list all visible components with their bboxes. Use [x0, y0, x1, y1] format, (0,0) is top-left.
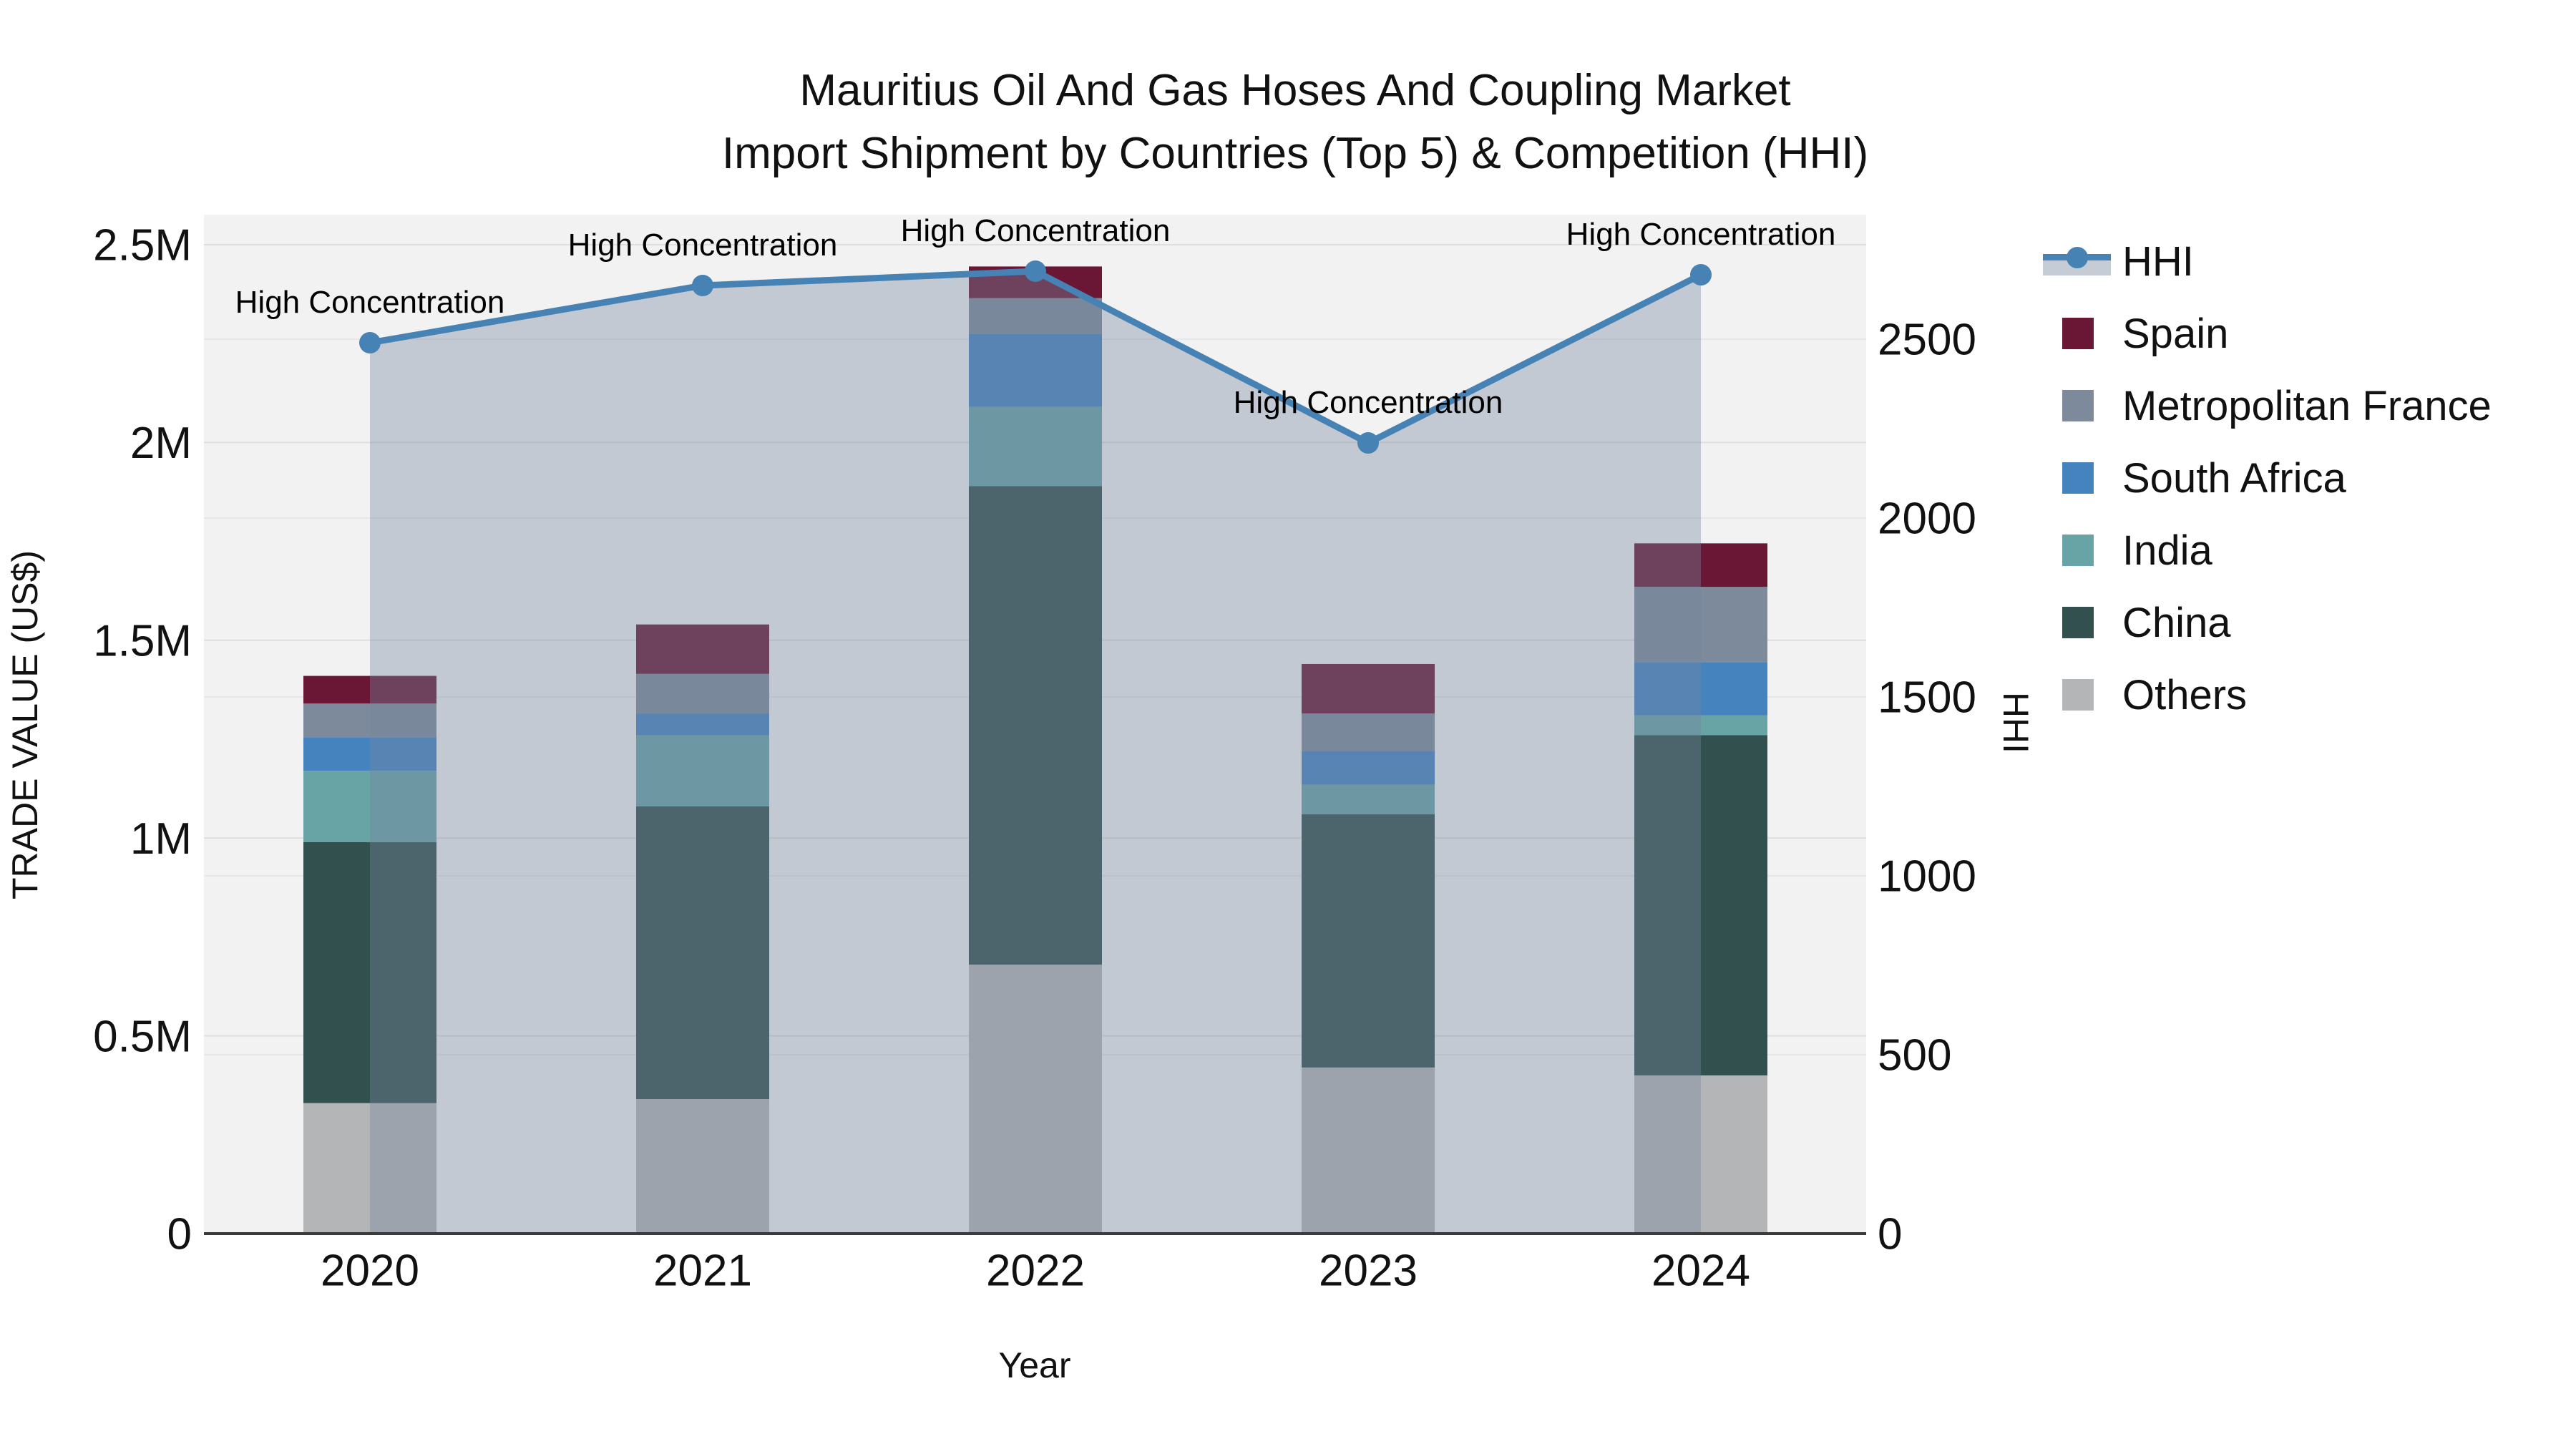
bar-segment-spain-2021[interactable] — [636, 624, 769, 674]
chart-title-line-2: Import Shipment by Countries (Top 5) & C… — [721, 129, 1869, 178]
bar-segment-metropolitan-france-2020[interactable] — [303, 703, 436, 738]
left-tick-label: 2M — [130, 419, 192, 468]
hhi-point-2024[interactable] — [1690, 264, 1712, 286]
bar-segment-metropolitan-france-2021[interactable] — [636, 673, 769, 714]
x-tick-label-2020: 2020 — [321, 1246, 419, 1296]
metropolitan-france-swatch-icon — [2062, 390, 2094, 421]
annotations: High Concentration High Concentration High… — [235, 213, 1836, 420]
bar-segment-china-2023[interactable] — [1302, 814, 1435, 1068]
legend-item-others[interactable]: Others — [2043, 671, 2492, 718]
bar-segment-metropolitan-france-2022[interactable] — [969, 298, 1102, 334]
left-tick-label: 1.5M — [93, 617, 192, 666]
y-axis-left-tick-labels: 0 0.5M 1M 1.5M 2M 2.5M — [93, 221, 192, 1259]
legend-item-hhi[interactable]: HHI — [2043, 238, 2492, 285]
legend-item-china[interactable]: China — [2043, 599, 2492, 646]
legend-item-spain[interactable]: Spain — [2043, 310, 2492, 357]
bar-segment-south-africa-2024[interactable] — [1634, 662, 1767, 716]
bar-segment-metropolitan-france-2023[interactable] — [1302, 713, 1435, 751]
south-africa-swatch-icon — [2062, 462, 2094, 494]
bar-segment-india-2020[interactable] — [303, 771, 436, 842]
others-swatch-icon — [2062, 679, 2094, 711]
bar-segment-south-africa-2020[interactable] — [303, 737, 436, 771]
x-axis-tick-labels: 2020 2021 2022 2023 2024 — [321, 1246, 1750, 1296]
hhi-markers — [359, 260, 1712, 454]
legend-item-india[interactable]: India — [2043, 527, 2492, 574]
bar-segment-others-2021[interactable] — [636, 1099, 769, 1234]
right-tick-label: 500 — [1878, 1031, 1951, 1080]
bar-segment-india-2023[interactable] — [1302, 784, 1435, 815]
bar-segment-others-2024[interactable] — [1634, 1075, 1767, 1234]
bar-segment-others-2022[interactable] — [969, 965, 1102, 1234]
legend: HHI Spain Metropolitan France South Afri… — [2043, 238, 2492, 743]
annotation-2022: High Concentration — [901, 213, 1171, 248]
x-tick-label-2021: 2021 — [653, 1246, 752, 1296]
bar-segment-metropolitan-france-2024[interactable] — [1634, 587, 1767, 663]
bar-segment-china-2021[interactable] — [636, 806, 769, 1100]
right-tick-label: 0 — [1878, 1210, 1902, 1259]
legend-label: China — [2122, 599, 2231, 646]
left-tick-label: 2.5M — [93, 221, 192, 270]
right-tick-label: 1000 — [1878, 852, 1976, 902]
legend-label: HHI — [2122, 238, 2194, 285]
hhi-point-2021[interactable] — [692, 275, 713, 296]
bar-segment-others-2023[interactable] — [1302, 1067, 1435, 1234]
legend-item-metropolitan-france[interactable]: Metropolitan France — [2043, 382, 2492, 429]
left-tick-label: 0 — [167, 1210, 192, 1259]
y-axis-right-tick-labels: 0 500 1000 1500 2000 2500 — [1878, 316, 1976, 1259]
annotation-2020: High Concentration — [235, 285, 505, 320]
bar-segment-india-2021[interactable] — [636, 735, 769, 806]
legend-label: Others — [2122, 671, 2248, 718]
hhi-point-2023[interactable] — [1357, 432, 1379, 454]
y-axis-right-title: HHI — [1996, 692, 2036, 753]
india-swatch-icon — [2062, 535, 2094, 566]
legend-label: Spain — [2122, 310, 2229, 357]
legend-label: South Africa — [2122, 454, 2346, 502]
legend-item-south-africa[interactable]: South Africa — [2043, 454, 2492, 502]
hhi-point-2020[interactable] — [359, 332, 381, 353]
bar-segment-spain-2023[interactable] — [1302, 663, 1435, 714]
bar-segment-south-africa-2023[interactable] — [1302, 751, 1435, 785]
right-tick-label: 2500 — [1878, 316, 1976, 365]
x-axis-title: Year — [998, 1345, 1070, 1385]
x-tick-label-2022: 2022 — [986, 1246, 1085, 1296]
hhi-area-fill — [370, 271, 1701, 1234]
spain-swatch-icon — [2062, 318, 2094, 349]
bar-segment-spain-2024[interactable] — [1634, 543, 1767, 587]
right-tick-label: 2000 — [1878, 494, 1976, 544]
y-axis-left-title: TRADE VALUE (US$) — [5, 550, 45, 899]
annotation-2021: High Concentration — [568, 228, 838, 263]
bar-segment-others-2020[interactable] — [303, 1103, 436, 1234]
hhi-point-2022[interactable] — [1025, 260, 1046, 282]
bar-segment-china-2024[interactable] — [1634, 735, 1767, 1075]
bar-segment-china-2020[interactable] — [303, 841, 436, 1103]
annotation-2023: High Concentration — [1234, 385, 1503, 420]
bar-segment-china-2022[interactable] — [969, 486, 1102, 965]
legend-label: India — [2122, 527, 2212, 574]
x-tick-label-2024: 2024 — [1652, 1246, 1750, 1296]
bar-segment-south-africa-2021[interactable] — [636, 713, 769, 736]
chart-title-line-1: Mauritius Oil And Gas Hoses And Coupling… — [799, 66, 1791, 115]
left-tick-label: 0.5M — [93, 1012, 192, 1061]
bar-series — [303, 266, 1767, 1234]
bar-segment-spain-2020[interactable] — [303, 675, 436, 704]
bar-segment-india-2022[interactable] — [969, 406, 1102, 487]
right-tick-label: 1500 — [1878, 673, 1976, 723]
china-swatch-icon — [2062, 607, 2094, 638]
hhi-line-swatch-icon — [2043, 245, 2111, 277]
bar-segment-india-2024[interactable] — [1634, 715, 1767, 736]
annotation-2024: High Concentration — [1566, 217, 1836, 252]
legend-label: Metropolitan France — [2122, 382, 2492, 429]
x-tick-label-2023: 2023 — [1319, 1246, 1418, 1296]
bar-segment-south-africa-2022[interactable] — [969, 333, 1102, 407]
left-tick-label: 1M — [130, 814, 192, 864]
